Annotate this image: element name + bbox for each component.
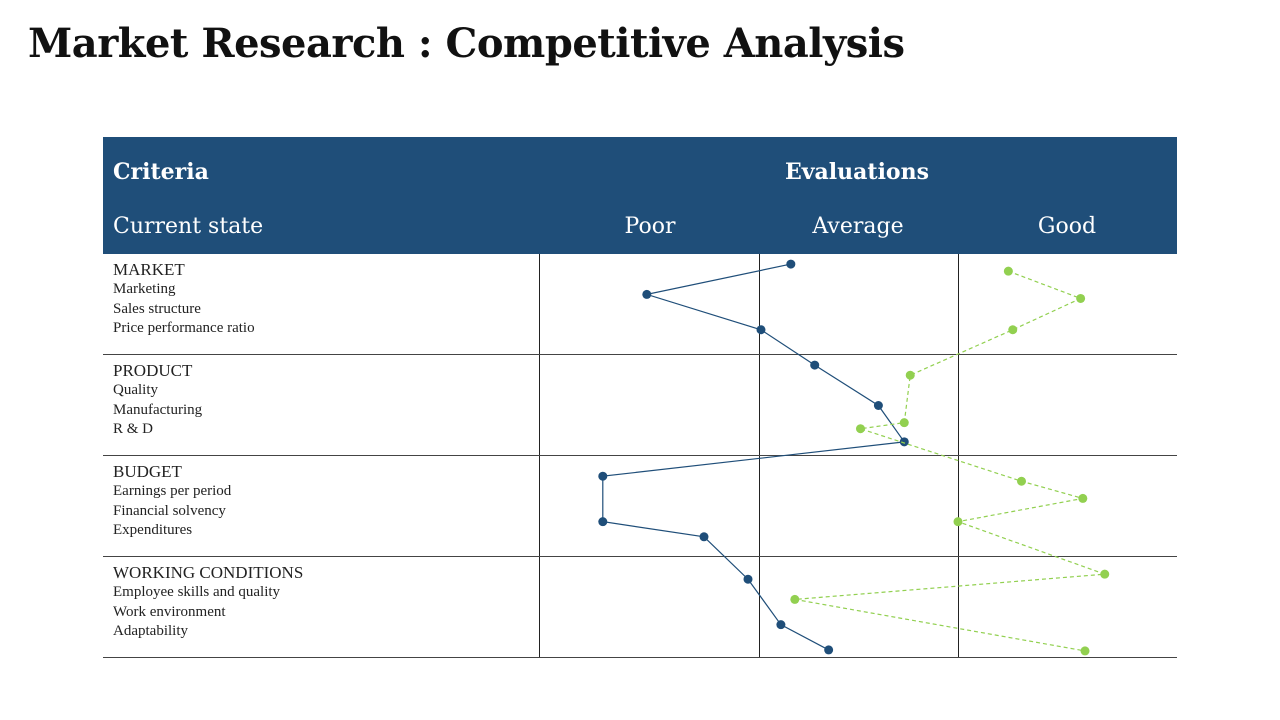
criterion-label: Employee skills and quality xyxy=(113,584,281,600)
category-label: PRODUCT xyxy=(113,361,193,380)
criterion-label: Work environment xyxy=(113,603,226,620)
series-2-point xyxy=(1017,476,1027,486)
category-label: MARKET xyxy=(113,260,185,279)
series-1-point xyxy=(598,471,608,481)
criterion-label: Expenditures xyxy=(113,522,193,538)
criterion-label: Marketing xyxy=(113,281,176,297)
series-1-point xyxy=(776,620,786,630)
criteria-header: Criteria xyxy=(113,159,209,185)
row-product: PRODUCT Quality Manufacturing R & D xyxy=(113,361,202,440)
series-2-point xyxy=(790,594,800,604)
series-2-point xyxy=(855,424,865,434)
series-1-point xyxy=(756,325,766,335)
series-2-point xyxy=(1080,646,1090,656)
series-1-point xyxy=(598,517,608,527)
series-2-point xyxy=(1076,293,1086,303)
series-2-point xyxy=(905,370,915,380)
series-2-point xyxy=(953,517,963,527)
current-state-header: Current state xyxy=(113,214,264,239)
series-1-point xyxy=(873,401,883,410)
series-2-point xyxy=(1078,493,1088,503)
criterion-label: Earnings per period xyxy=(113,483,232,499)
category-label: WORKING CONDITIONS xyxy=(113,563,304,582)
criterion-label: Price performance ratio xyxy=(113,320,255,336)
evaluations-header: Evaluations xyxy=(785,159,929,185)
series-1-point xyxy=(899,437,909,447)
page-title: Market Research : Competitive Analysis xyxy=(28,20,905,67)
column-good: Good xyxy=(1037,214,1097,239)
series-1-line xyxy=(602,263,906,651)
series-1-point xyxy=(824,645,834,655)
criterion-label: Manufacturing xyxy=(113,401,203,418)
series-2-point xyxy=(1008,325,1018,335)
criterion-label: Financial solvency xyxy=(113,502,226,519)
series-1-point xyxy=(810,360,820,370)
series-1-point xyxy=(699,532,709,542)
series-2-line xyxy=(794,270,1105,652)
category-label: BUDGET xyxy=(113,462,182,481)
series-1-point xyxy=(786,259,796,269)
criterion-label: Sales structure xyxy=(113,300,201,317)
series-1-point xyxy=(642,289,652,299)
series-1-point xyxy=(743,574,753,584)
column-poor: Poor xyxy=(624,214,676,239)
table-header: Criteria Evaluations Current state Poor … xyxy=(103,137,1177,254)
column-average: Average xyxy=(812,214,904,239)
criterion-label: Quality xyxy=(113,382,158,398)
criterion-label: R & D xyxy=(113,421,154,437)
series-2-point xyxy=(1003,266,1013,276)
row-working-conditions: WORKING CONDITIONS Employee skills and q… xyxy=(113,563,303,642)
series-2-point xyxy=(899,418,909,428)
criterion-label: Adaptability xyxy=(113,623,188,639)
row-market: MARKET Marketing Sales structure Price p… xyxy=(113,260,255,339)
row-budget: BUDGET Earnings per period Financial sol… xyxy=(113,462,231,541)
series-2-point xyxy=(1100,569,1110,579)
